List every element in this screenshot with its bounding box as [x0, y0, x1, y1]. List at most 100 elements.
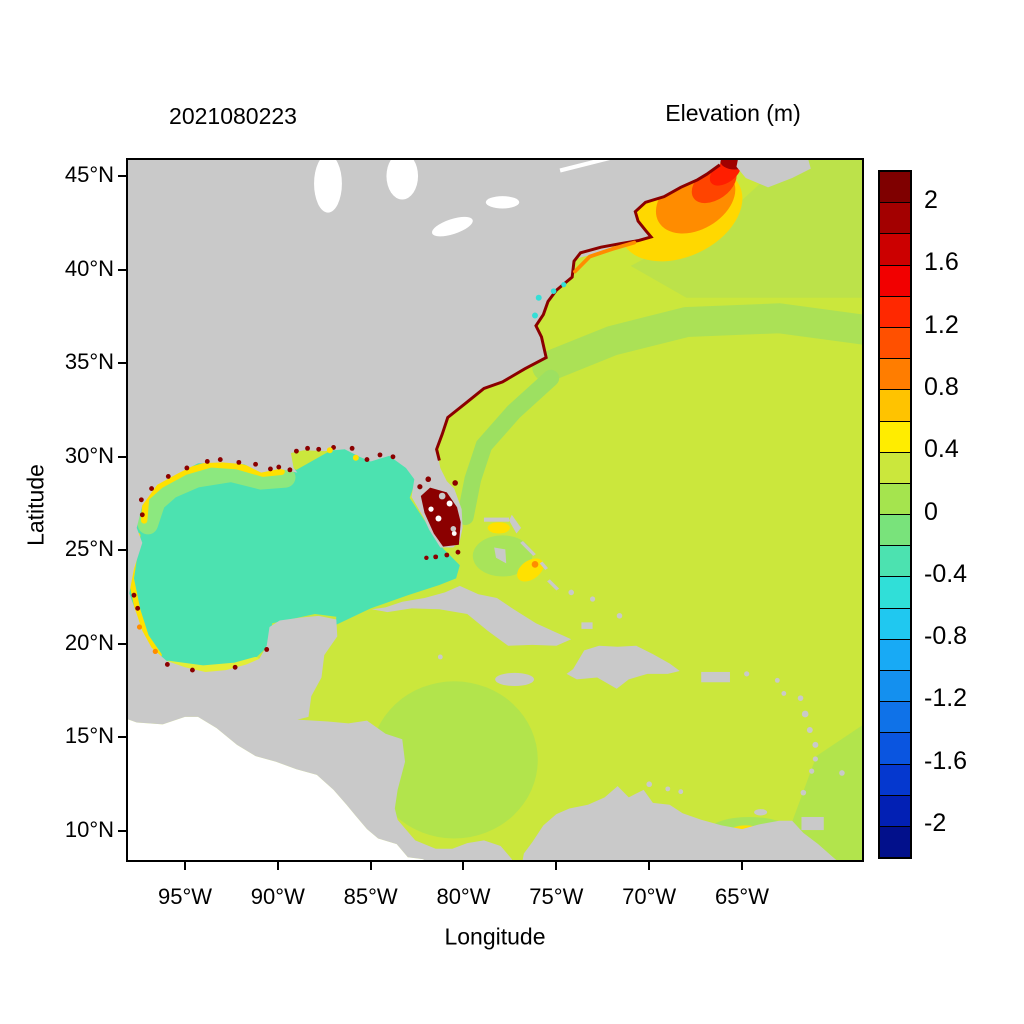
- colorbar-segment: [880, 203, 910, 235]
- gulf-stream-band: [457, 369, 560, 526]
- jamaica: [495, 672, 535, 686]
- colorbar-segment: [880, 795, 910, 827]
- y-tick-mark: [118, 642, 128, 645]
- colorbar-tick-label: -0.4: [924, 559, 968, 588]
- x-tick-mark: [184, 860, 186, 870]
- pacific-outside-domain: [128, 716, 425, 860]
- y-tick-label: 35°N: [64, 349, 114, 375]
- x-tick-label: 75°W: [529, 884, 584, 909]
- x-tick-label: 90°W: [250, 884, 305, 909]
- colorbar-segment: [880, 577, 910, 609]
- y-tick-label: 30°N: [64, 442, 114, 468]
- y-tick-mark: [118, 829, 128, 832]
- colorbar-segment: [880, 265, 910, 297]
- new-jersey-new-england-orange-strip: [573, 240, 637, 274]
- colorbar-tick-label: -1.2: [924, 684, 968, 713]
- florida-keys-darkred-specks: [417, 476, 461, 561]
- east-coast-darkred-line: [435, 163, 721, 461]
- y-axis-label: Latitude: [22, 464, 49, 546]
- north-gulf-nearshore-band: [137, 461, 296, 535]
- y-tick-label: 45°N: [64, 162, 114, 187]
- trinidad: [801, 816, 824, 831]
- colorbar-title: Elevation (m): [665, 100, 801, 126]
- colorbar-segment: [880, 234, 910, 266]
- x-tick-mark: [276, 860, 279, 870]
- colorbar-segment: [880, 390, 910, 422]
- y-tick-mark: [118, 549, 128, 552]
- x-tick-label: 65°W: [714, 884, 769, 909]
- x-tick-label: 80°W: [436, 884, 491, 909]
- colorbar-segment: [880, 452, 910, 484]
- colorbar-tick-label: 0.4: [924, 435, 959, 464]
- x-tick-mark: [462, 860, 465, 870]
- colorbar-segment: [880, 515, 910, 547]
- colorbar-tick-label: 0: [924, 497, 938, 526]
- puerto-rico: [701, 671, 730, 683]
- colorbar-tick-label: 1.2: [924, 310, 959, 339]
- gulf-coast-darkred-speckles: [131, 444, 396, 673]
- x-axis-label: Longitude: [444, 923, 546, 950]
- hispaniola: [566, 645, 680, 689]
- south-america-landmass: [522, 786, 837, 860]
- x-tick-mark: [648, 860, 651, 870]
- northeast-atlantic-patch: [630, 160, 862, 298]
- long-island: [576, 245, 614, 259]
- y-tick-mark: [118, 362, 128, 365]
- elevation-map: [128, 160, 862, 860]
- bahamas-islands: [483, 514, 623, 629]
- colorbar-segment: [880, 608, 910, 640]
- y-tick-mark: [118, 268, 128, 271]
- great-lakes: [314, 160, 611, 237]
- small-caribbean-islands: [437, 654, 845, 816]
- y-tick-mark: [118, 455, 128, 458]
- colorbar-tick-label: 2: [924, 186, 938, 215]
- x-tick-mark: [369, 860, 372, 870]
- colorbar-segment: [880, 639, 910, 671]
- x-tick-mark: [740, 860, 743, 870]
- x-tick-mark: [555, 860, 558, 870]
- gulf-of-mexico-water: [128, 443, 460, 672]
- grand-bahama-yellow-patch: [487, 522, 510, 534]
- plot-datetime-title: 2021080223: [169, 103, 297, 129]
- x-tick-label: 70°W: [622, 884, 677, 909]
- colorbar-segment: [880, 172, 910, 204]
- colorbar-tick-label: 0.8: [924, 372, 959, 401]
- colorbar-tick-label: -0.8: [924, 622, 968, 651]
- y-tick-label: 40°N: [64, 255, 114, 281]
- y-tick-label: 15°N: [64, 723, 114, 749]
- panhandle-yellow-specks: [326, 447, 359, 461]
- colorbar-tick-label: -2: [924, 808, 947, 837]
- y-tick-label: 20°N: [64, 629, 114, 655]
- florida-texture-white-specks: [428, 500, 457, 536]
- nova-scotia: [736, 160, 811, 188]
- chesapeake-cyan-specks: [532, 281, 567, 319]
- y-tick-mark: [118, 175, 128, 177]
- cuba: [371, 585, 572, 646]
- colorbar-segment: [880, 421, 910, 453]
- florida-texture-gray-specks: [438, 492, 457, 532]
- colorbar-tick-label: 1.6: [924, 248, 959, 277]
- mexico-coast-orange-specks: [136, 624, 158, 654]
- bahama-orange-spot: [531, 560, 539, 568]
- colorbar-segment: [880, 296, 910, 328]
- x-tick-label: 85°W: [343, 884, 398, 909]
- y-tick-label: 25°N: [64, 536, 114, 562]
- y-tick-mark: [118, 736, 128, 739]
- atlantic-green-band: [532, 303, 862, 382]
- colorbar-segment: [880, 483, 910, 516]
- colorbar-segment: [880, 702, 910, 734]
- colorbar-segment: [880, 359, 910, 391]
- colorbar-tick-label: -1.6: [924, 746, 968, 775]
- colorbar: [878, 170, 912, 859]
- colorbar-segment: [880, 671, 910, 703]
- colorbar-segment: [880, 327, 910, 360]
- west-caribbean-patch: [370, 681, 538, 839]
- y-tick-label: 10°N: [64, 816, 114, 842]
- colorbar-segment: [880, 733, 910, 765]
- colorbar-segment: [880, 764, 910, 796]
- x-tick-label: 95°W: [157, 884, 213, 909]
- colorbar-segment: [880, 546, 910, 578]
- map-plot-area: [126, 158, 864, 862]
- colorbar-segment: [880, 826, 910, 858]
